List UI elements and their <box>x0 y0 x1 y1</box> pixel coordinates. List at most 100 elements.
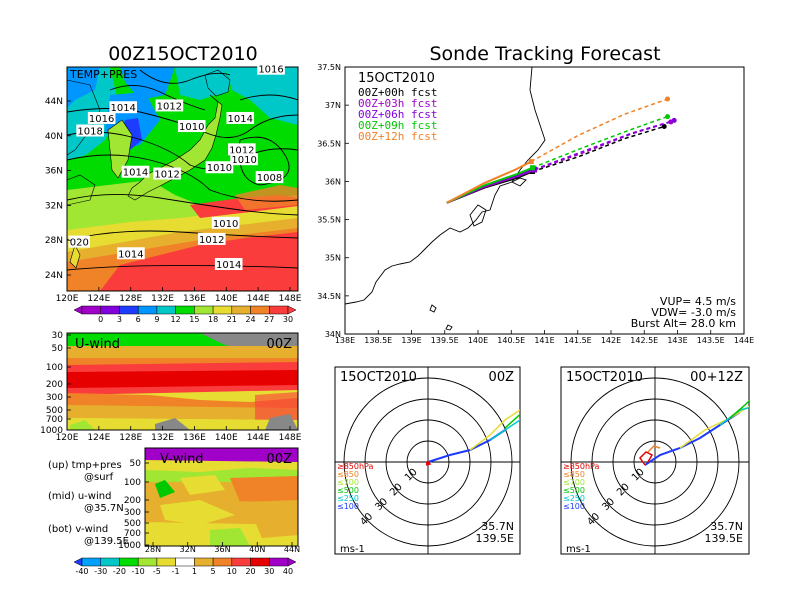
isobar-label-bg <box>76 124 104 137</box>
temp-colorbar-label: 24 <box>245 315 255 324</box>
tracking-param: Burst Alt= 28.0 km <box>631 317 736 330</box>
map-y-ticks: 24N 28N 32N 36N 40N 44N <box>45 97 71 281</box>
isobar-label: 1016 <box>89 114 114 125</box>
wind-colorbar-swatch <box>81 557 101 567</box>
hodo2-units: ms-1 <box>566 544 591 555</box>
u-y-tick-label: 500 <box>46 406 63 416</box>
isobar-label: 1010 <box>213 219 238 230</box>
u-y-tick-label: 200 <box>46 380 63 390</box>
isobar-label-bg <box>87 111 116 124</box>
temp-colorbar-label: 12 <box>171 315 181 324</box>
u-x-tick-label: 120E <box>56 433 79 443</box>
note-line2: @35.7N <box>84 503 124 514</box>
isobar-label: 1014 <box>228 114 253 125</box>
temp-colorbar-label: 0 <box>98 315 103 324</box>
v-y-tick-label: 300 <box>124 508 141 518</box>
map-x-tick-label: 132E <box>151 294 174 304</box>
hodo1-origin-marker <box>426 461 430 465</box>
map-y-tick-label: 44N <box>45 97 63 107</box>
map-x-tick-label: 120E <box>56 294 79 304</box>
map-x-tick-label: 148E <box>279 294 302 304</box>
left-title: 00Z15OCT2010 <box>108 43 258 65</box>
isobar-label: 1018 <box>77 127 102 138</box>
hodo-level-legend: ≤700 <box>337 478 359 487</box>
u-wind-label: U-wind <box>75 337 120 352</box>
isobar-label: 1010 <box>207 163 232 174</box>
track-x-tick-label: 140.5E <box>497 336 525 345</box>
v-wind-label: V-wind <box>160 452 204 467</box>
v-y-tick-label: 700 <box>124 529 141 539</box>
hodo-level-legend: ≤100 <box>337 502 359 511</box>
u-x-tick-label: 140E <box>215 433 238 443</box>
hodo1-date: 15OCT2010 <box>340 370 417 385</box>
tracking-legend-entry: 00Z+06h fcst <box>358 108 437 121</box>
u-wind-time: 00Z <box>267 337 293 352</box>
track-y-tick-label: 35.5N <box>317 216 341 225</box>
isobar-label: 1014 <box>118 249 143 260</box>
u-x-tick-label: 148E <box>279 433 302 443</box>
track-descent-line <box>530 98 668 163</box>
tracking-legend-entry: 00Z+00h fcst <box>358 86 437 99</box>
u-x-tick-label: 136E <box>183 433 206 443</box>
map-x-tick-label: 124E <box>87 294 110 304</box>
track-x-tick-label: 144E <box>734 336 754 345</box>
temp-colorbar-swatch <box>137 305 158 315</box>
wind-colorbar-label: -10 <box>132 567 145 576</box>
hodo1-lat: 35.7N <box>481 520 514 533</box>
map-x-tick-label: 136E <box>183 294 206 304</box>
temp-colorbar-swatch <box>231 305 251 315</box>
track-landing-marker <box>661 124 667 130</box>
wind-colorbar-label: -40 <box>75 567 88 576</box>
map-x-tick-label: 144E <box>247 294 270 304</box>
temp-colorbar: 0 3 6 9 12 15 18 21 24 27 30 <box>73 305 297 324</box>
track-y-tick-label: 37N <box>325 101 341 110</box>
temp-colorbar-label: 30 <box>283 315 293 324</box>
isobar-label-bg <box>197 232 226 245</box>
panel-notes: (up) tmp+pres@surf (mid) u-wind@35.7N (bot… <box>48 460 129 547</box>
track-x-tick-label: 142E <box>601 336 621 345</box>
isobar-label: 1012 <box>199 235 224 246</box>
wind-colorbar-swatch <box>231 557 251 567</box>
map-y-tick-label: 28N <box>45 236 63 246</box>
temp-colorbar-label: 21 <box>227 315 237 324</box>
track-landing-marker <box>671 117 677 123</box>
track-x-tick-label: 140E <box>468 336 488 345</box>
temp-colorbar-swatch <box>250 305 270 315</box>
u-y-tick-label: 50 <box>52 344 64 354</box>
track-y-tick-label: 36N <box>325 177 341 186</box>
track-descent-line <box>534 119 675 170</box>
isobar-label: 1012 <box>154 170 179 181</box>
isobar-label-bg <box>226 111 255 124</box>
track-x-tick-label: 141.5E <box>564 336 592 345</box>
temp-colorbar-swatch <box>81 305 101 315</box>
wind-colorbar-label: 30 <box>264 567 274 576</box>
temp-colorbar-swatch <box>156 305 176 315</box>
track-x-tick-label: 139.5E <box>431 336 459 345</box>
isobar-label: 1008 <box>257 173 282 184</box>
track-x-tick-label: 143.5E <box>697 336 725 345</box>
temp-colorbar-label: 18 <box>208 315 218 324</box>
temp-colorbar-swatch <box>100 305 120 315</box>
wind-colorbar-label: -1 <box>172 567 180 576</box>
wind-colorbar-label: 5 <box>211 567 216 576</box>
isobar-label: 1010 <box>179 122 204 133</box>
map-y-tick-label: 40N <box>45 132 63 142</box>
wind-colorbar-right-arrow <box>287 557 297 567</box>
track-ascent-line <box>446 166 533 204</box>
hodo-level-legend: ≤250 <box>337 494 359 503</box>
temp-colorbar-label: 27 <box>264 315 274 324</box>
tracking-legend-entry: 00Z+12h fcst <box>358 130 437 143</box>
wind-colorbar-swatch <box>100 557 120 567</box>
track-y-tick-label: 37.5N <box>317 63 341 72</box>
isobar-label-bg <box>153 167 181 180</box>
track-x-tick-label: 142.5E <box>630 336 658 345</box>
note-line1: (mid) u-wind <box>48 491 111 502</box>
temp-colorbar-label: 3 <box>117 315 122 324</box>
isobar-label-bg <box>68 235 90 248</box>
isobar-label-bg <box>205 161 234 174</box>
